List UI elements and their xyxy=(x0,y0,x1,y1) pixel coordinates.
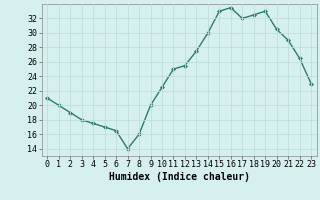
X-axis label: Humidex (Indice chaleur): Humidex (Indice chaleur) xyxy=(109,172,250,182)
